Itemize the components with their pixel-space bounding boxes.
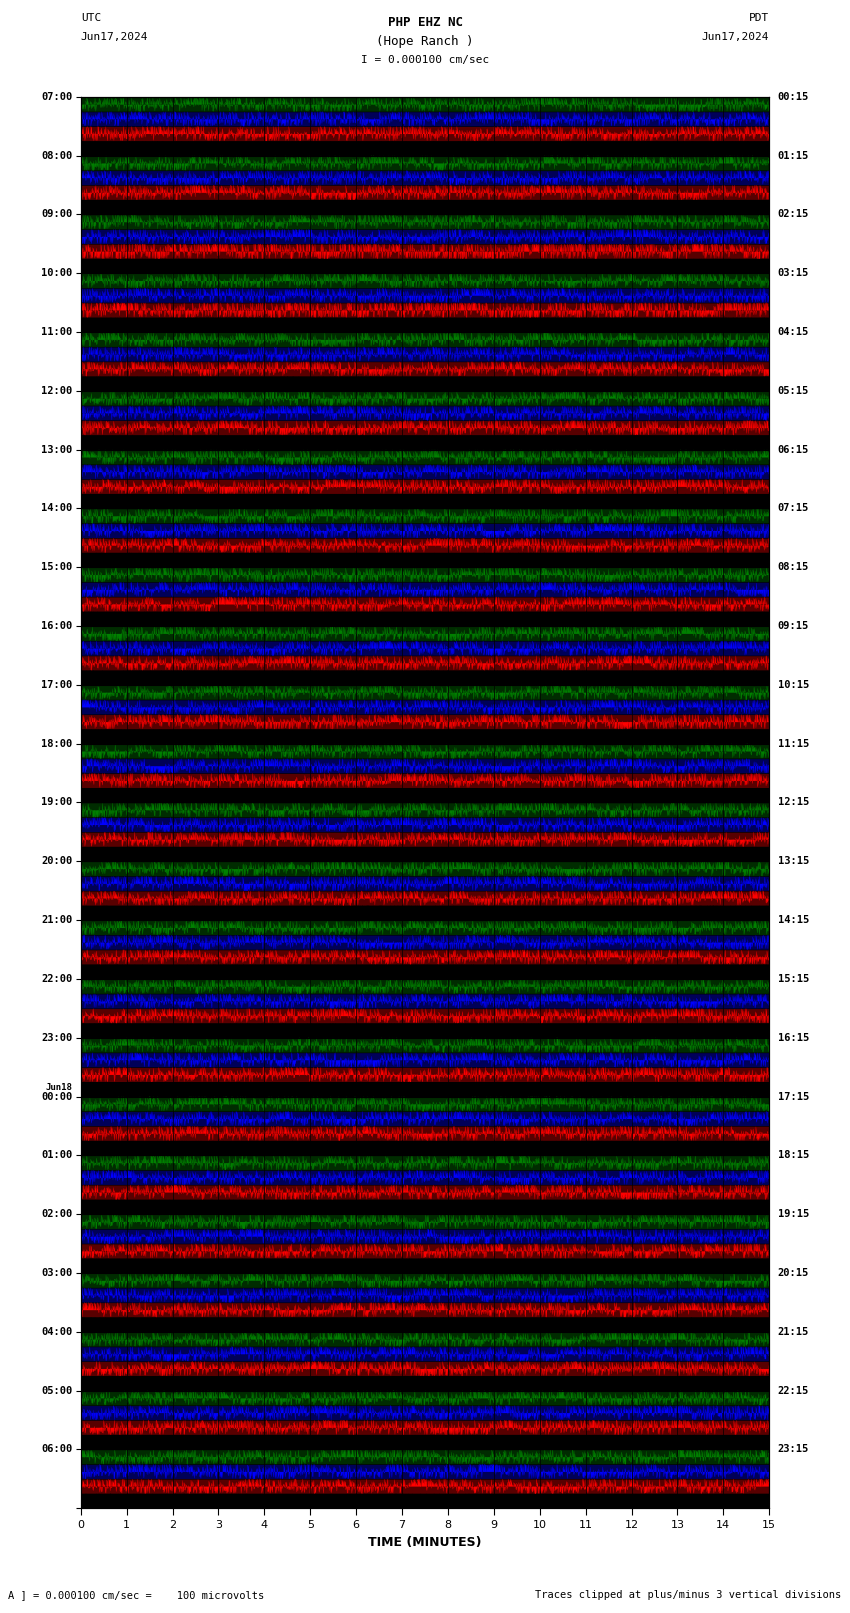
Text: Jun17,2024: Jun17,2024 [702, 32, 769, 42]
Text: 09:00: 09:00 [42, 210, 72, 219]
Text: 23:15: 23:15 [778, 1444, 808, 1455]
Text: 12:00: 12:00 [42, 386, 72, 395]
Text: 06:15: 06:15 [778, 445, 808, 455]
Text: Jun18: Jun18 [46, 1084, 72, 1092]
Text: 13:00: 13:00 [42, 445, 72, 455]
Text: 13:15: 13:15 [778, 857, 808, 866]
Text: Traces clipped at plus/minus 3 vertical divisions: Traces clipped at plus/minus 3 vertical … [536, 1590, 842, 1600]
Text: 01:00: 01:00 [42, 1150, 72, 1160]
Text: 04:15: 04:15 [778, 327, 808, 337]
Text: 05:00: 05:00 [42, 1386, 72, 1395]
Text: 22:00: 22:00 [42, 974, 72, 984]
Text: 11:15: 11:15 [778, 739, 808, 748]
Text: 10:15: 10:15 [778, 679, 808, 690]
Text: 00:15: 00:15 [778, 92, 808, 102]
Text: 16:00: 16:00 [42, 621, 72, 631]
Text: 22:15: 22:15 [778, 1386, 808, 1395]
Text: 08:00: 08:00 [42, 150, 72, 161]
Text: 11:00: 11:00 [42, 327, 72, 337]
Text: 20:15: 20:15 [778, 1268, 808, 1277]
Text: UTC: UTC [81, 13, 101, 23]
Text: 21:15: 21:15 [778, 1327, 808, 1337]
Text: 21:00: 21:00 [42, 915, 72, 926]
Text: 05:15: 05:15 [778, 386, 808, 395]
Text: 12:15: 12:15 [778, 797, 808, 808]
Text: A ] = 0.000100 cm/sec =    100 microvolts: A ] = 0.000100 cm/sec = 100 microvolts [8, 1590, 264, 1600]
Text: Jun17,2024: Jun17,2024 [81, 32, 148, 42]
Text: 14:15: 14:15 [778, 915, 808, 926]
Text: 03:00: 03:00 [42, 1268, 72, 1277]
Text: 04:00: 04:00 [42, 1327, 72, 1337]
Text: 17:15: 17:15 [778, 1092, 808, 1102]
Text: 19:00: 19:00 [42, 797, 72, 808]
Text: 18:15: 18:15 [778, 1150, 808, 1160]
Text: 17:00: 17:00 [42, 679, 72, 690]
Text: 10:00: 10:00 [42, 268, 72, 277]
Text: 07:00: 07:00 [42, 92, 72, 102]
Text: PHP EHZ NC: PHP EHZ NC [388, 16, 462, 29]
Text: 08:15: 08:15 [778, 563, 808, 573]
Text: 09:15: 09:15 [778, 621, 808, 631]
Text: 03:15: 03:15 [778, 268, 808, 277]
Text: 01:15: 01:15 [778, 150, 808, 161]
Text: 14:00: 14:00 [42, 503, 72, 513]
Text: 18:00: 18:00 [42, 739, 72, 748]
Text: I = 0.000100 cm/sec: I = 0.000100 cm/sec [361, 55, 489, 65]
Text: PDT: PDT [749, 13, 769, 23]
Text: 02:00: 02:00 [42, 1210, 72, 1219]
Text: 16:15: 16:15 [778, 1032, 808, 1042]
Text: 06:00: 06:00 [42, 1444, 72, 1455]
Text: 15:15: 15:15 [778, 974, 808, 984]
Text: 07:15: 07:15 [778, 503, 808, 513]
Text: 00:00: 00:00 [42, 1092, 72, 1102]
X-axis label: TIME (MINUTES): TIME (MINUTES) [368, 1536, 482, 1548]
Text: 20:00: 20:00 [42, 857, 72, 866]
Text: 02:15: 02:15 [778, 210, 808, 219]
Text: 19:15: 19:15 [778, 1210, 808, 1219]
Text: 15:00: 15:00 [42, 563, 72, 573]
Text: 23:00: 23:00 [42, 1032, 72, 1042]
Text: (Hope Ranch ): (Hope Ranch ) [377, 35, 473, 48]
